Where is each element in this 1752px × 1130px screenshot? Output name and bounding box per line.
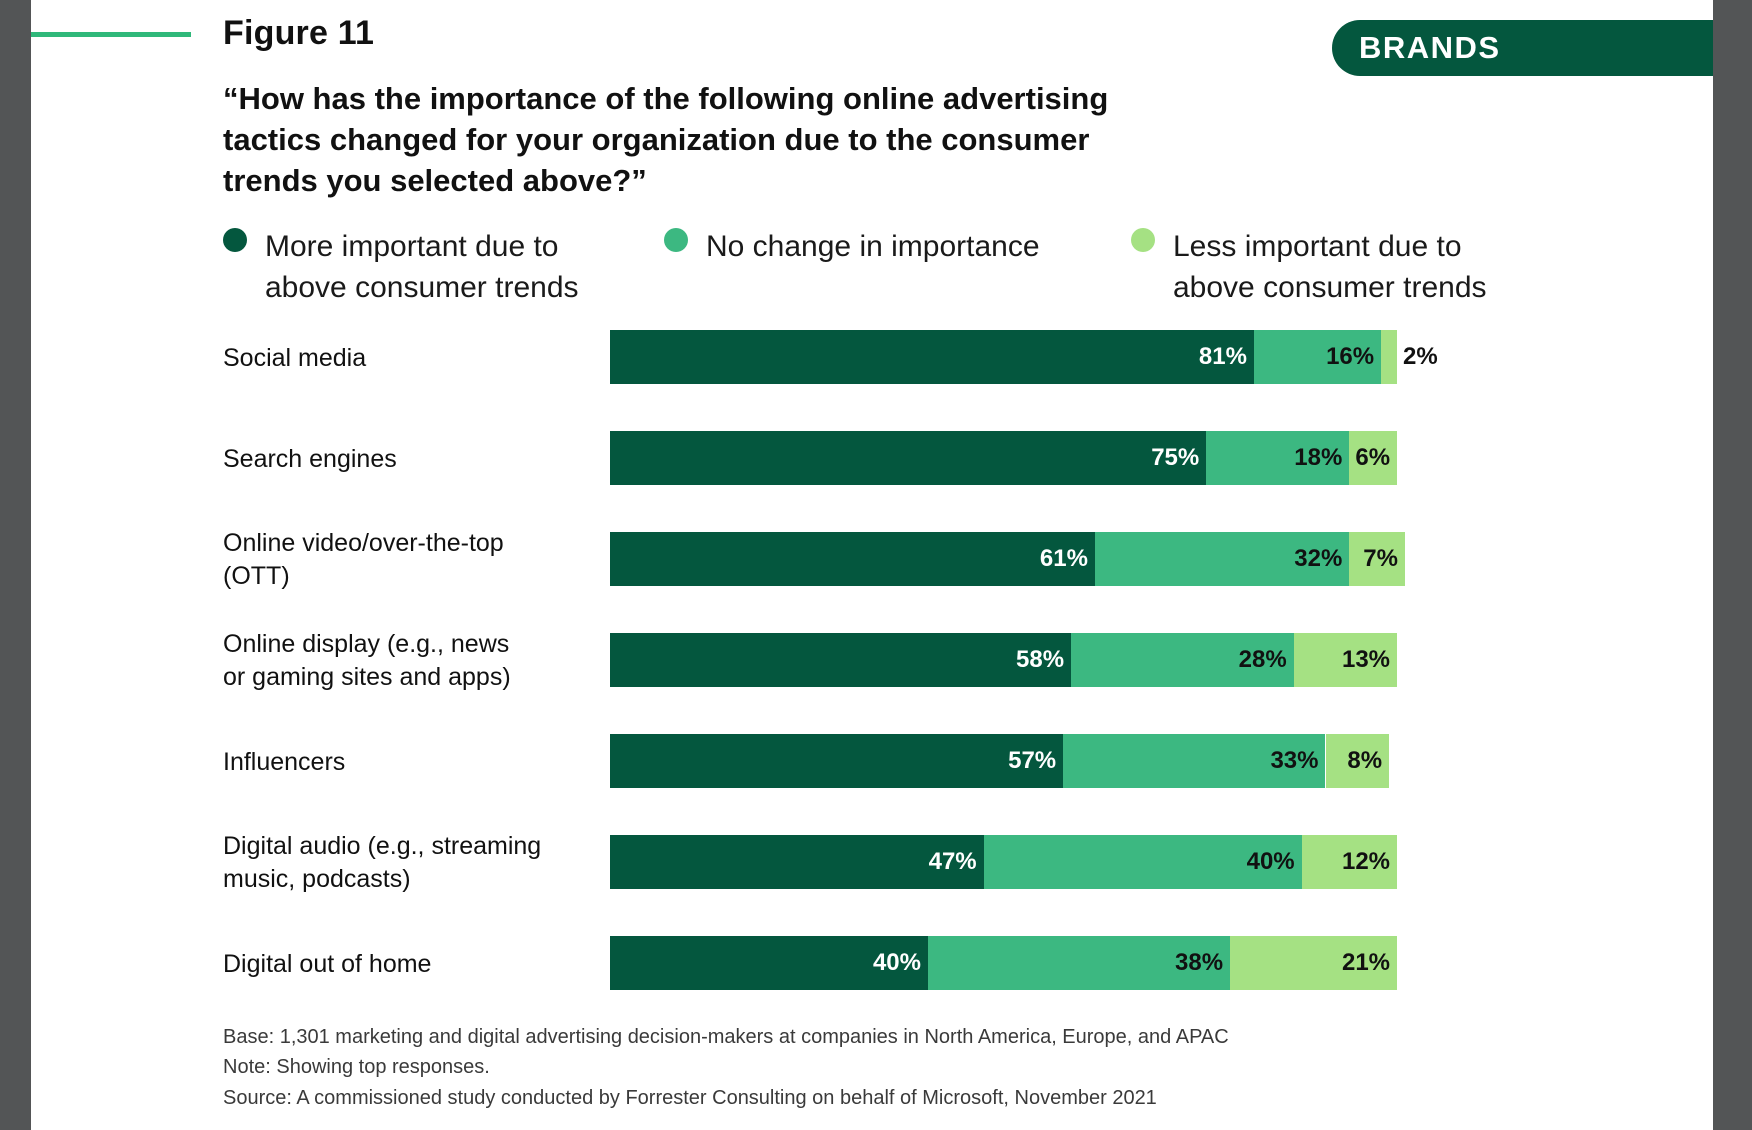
value-label-no-change-online-video-over-the-top-ott: 32% [1294,545,1343,572]
category-label-online-display-e-g-news-or-gaming-sites-and-apps: Online display (e.g., news or gaming site… [223,630,511,691]
category-label-influencers: Influencers [223,747,346,776]
value-label-more-online-video-over-the-top-ott: 61% [1039,545,1088,572]
value-label-less-digital-audio-e-g-streaming-music-podcasts: 12% [1341,848,1391,875]
figure-label: Figure 11 [223,14,375,52]
legend-label-more-line2: above consumer trends [265,271,579,304]
legend-swatch-less [1131,228,1155,252]
bar-no-change-online-display-e-g-news-or-gaming-sites-and-apps [1071,633,1294,687]
bar-no-change-digital-audio-e-g-streaming-music-podcasts [983,835,1302,889]
category-label-online-video-over-the-top-ott: Online video/over-the-top (OTT) [223,529,504,590]
bar-more-digital-audio-e-g-streaming-music-podcasts [610,835,984,889]
category-label-social-media: Social media [223,343,367,372]
bar-more-digital-out-of-home [610,936,928,990]
value-label-less-online-display-e-g-news-or-gaming-sites-and-apps: 13% [1341,646,1391,673]
legend-label-no-change: No change in importance [706,230,1040,263]
value-label-less-social-media: 2% [1403,343,1438,370]
value-label-more-influencers: 57% [1008,747,1057,774]
value-label-less-digital-out-of-home: 21% [1341,949,1391,976]
value-label-no-change-influencers: 33% [1270,747,1319,774]
value-label-no-change-social-media: 16% [1326,343,1375,370]
legend-swatch-no-change [664,228,688,252]
bar-no-change-influencers [1063,734,1326,788]
bar-no-change-search-engines [1206,431,1350,485]
bar-less-social-media [1381,330,1398,384]
bar-less-digital-audio-e-g-streaming-music-podcasts [1301,835,1398,889]
bar-more-online-display-e-g-news-or-gaming-sites-and-apps [610,633,1072,687]
value-label-no-change-online-display-e-g-news-or-gaming-sites-and-apps: 28% [1238,646,1287,673]
legend-label-less-line2: above consumer trends [1173,271,1487,304]
chart-title: “How has the importance of the following… [223,81,1109,198]
footnote-base: Base: 1,301 marketing and digital advert… [223,1026,1229,1048]
legend-label-less-line1: Less important due to [1173,230,1462,263]
value-label-no-change-digital-audio-e-g-streaming-music-podcasts: 40% [1246,848,1295,875]
value-label-less-online-video-over-the-top-ott: 7% [1363,545,1398,572]
value-label-more-online-display-e-g-news-or-gaming-sites-and-apps: 58% [1016,646,1065,673]
value-label-more-social-media: 81% [1198,343,1247,370]
bar-less-influencers [1325,734,1390,788]
report-page: Figure 11 BRANDS “How has the importance… [31,0,1713,1130]
accent-line [31,32,191,37]
bar-more-influencers [610,734,1064,788]
value-label-less-influencers: 8% [1347,747,1383,774]
footnote-source: Source: A commissioned study conducted b… [223,1087,1157,1109]
section-tag: BRANDS [1332,20,1713,76]
value-label-more-search-engines: 75% [1151,444,1200,471]
bar-less-digital-out-of-home [1230,936,1398,990]
value-label-more-digital-out-of-home: 40% [872,949,921,976]
value-label-no-change-search-engines: 18% [1294,444,1343,471]
bar-more-social-media [610,330,1254,384]
category-label-digital-out-of-home: Digital out of home [223,949,432,978]
bar-less-online-display-e-g-news-or-gaming-sites-and-apps [1293,633,1398,687]
value-label-more-digital-audio-e-g-streaming-music-podcasts: 47% [928,848,977,875]
bar-no-change-online-video-over-the-top-ott [1094,532,1350,586]
bar-more-online-video-over-the-top-ott [610,532,1095,586]
bar-no-change-digital-out-of-home [928,936,1231,990]
value-label-no-change-digital-out-of-home: 38% [1175,949,1224,976]
legend-swatch-more [223,228,247,252]
category-label-digital-audio-e-g-streaming-music-podcasts: Digital audio (e.g., streaming music, pod… [223,832,542,893]
footnote-note: Note: Showing top responses. [223,1056,490,1078]
bar-no-change-social-media [1253,330,1382,384]
bar-less-online-video-over-the-top-ott [1349,532,1405,586]
bar-more-search-engines [610,431,1207,485]
bar-less-search-engines [1349,431,1398,485]
legend-label-more-line1: More important due to [265,230,559,263]
value-label-less-search-engines: 6% [1355,444,1391,471]
category-label-search-engines: Search engines [223,444,397,473]
